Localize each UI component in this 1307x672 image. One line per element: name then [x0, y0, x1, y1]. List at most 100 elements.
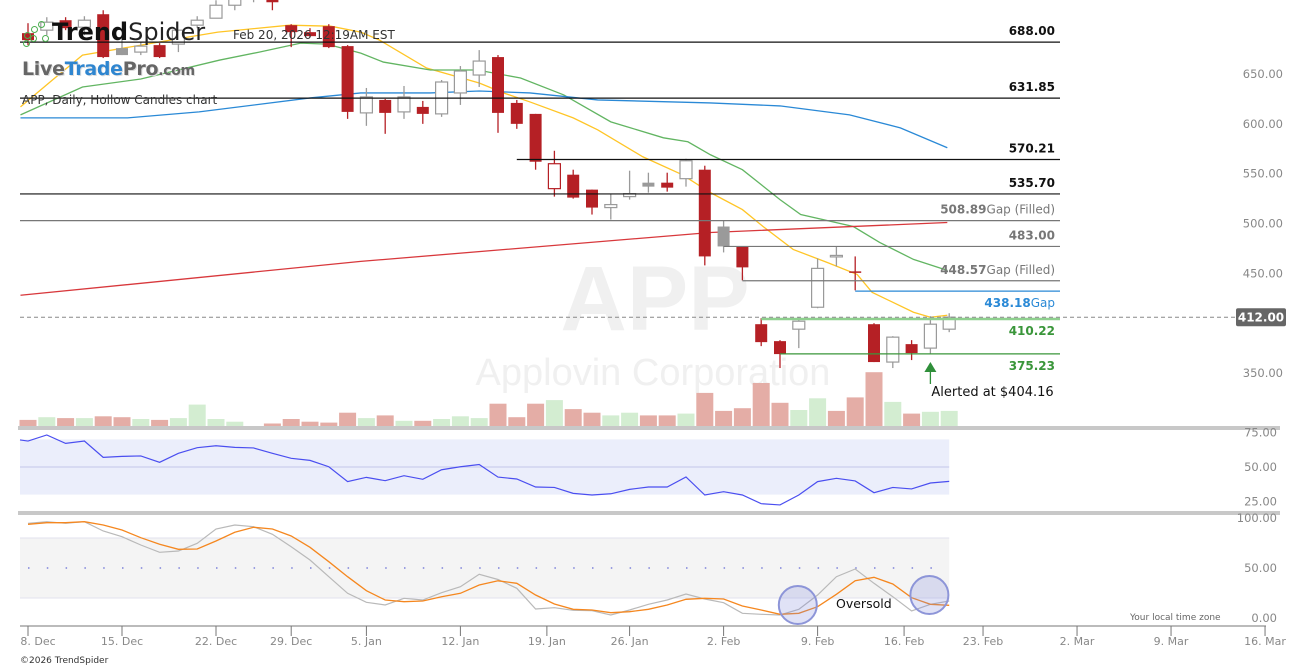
- volume-bar: [527, 403, 545, 428]
- stochastic-panel[interactable]: Oversold 100.00 50.00 0.00: [20, 511, 1277, 625]
- candle-body: [134, 45, 148, 53]
- volume-bar: [809, 398, 827, 428]
- price-axis-label: 550.00: [1243, 167, 1283, 181]
- level-value: 448.57: [940, 263, 986, 277]
- time-axis[interactable]: 8. Dec 15. Dec 22. Dec 29. Dec 5. Jan 12. Jan…: [20, 625, 1286, 648]
- volume-bar: [733, 408, 751, 428]
- time-axis-label: 2. Feb: [707, 635, 740, 648]
- candle-body: [698, 169, 711, 257]
- candle-body: [868, 324, 880, 363]
- volume-bar: [827, 410, 845, 428]
- volume-bar: [846, 397, 864, 428]
- brand-bold: Trend: [52, 18, 129, 46]
- time-axis-label: 26. Jan: [611, 635, 649, 648]
- volume-bar: [470, 418, 488, 428]
- volume-bar: [38, 417, 56, 428]
- price-panel[interactable]: 688.00 631.85 570.21 535.70 508.89Gap (Fille…: [18, 0, 1286, 430]
- volume-bar: [94, 416, 112, 428]
- volume-bar: [57, 418, 75, 428]
- site-part-pro: Pro: [122, 58, 159, 80]
- candle-body: [829, 254, 844, 258]
- candle-body: [661, 182, 674, 188]
- candle-body: [810, 267, 825, 308]
- level-label: 483.00: [1009, 228, 1055, 242]
- level-label: 438.18Gap: [984, 296, 1055, 310]
- level-value: 438.18: [984, 296, 1030, 310]
- alert-label: Alerted at $404.16: [931, 385, 1053, 400]
- level-label: 631.85: [1009, 80, 1055, 94]
- level-value: 631.85: [1009, 80, 1055, 94]
- volume-bar: [188, 404, 206, 428]
- level-value: 570.21: [1009, 142, 1055, 156]
- candle-body: [97, 14, 110, 58]
- livetradepro-watermark: LiveTradePro.com: [22, 58, 195, 80]
- volume-bar: [414, 420, 432, 428]
- volume-bar: [564, 409, 582, 428]
- candle-body: [379, 99, 392, 113]
- candle-body: [717, 226, 730, 247]
- last-price-tag: [1236, 308, 1286, 327]
- moving-average-ma_mid: [20, 42, 948, 271]
- stoch-axis-label: 100.00: [1237, 511, 1277, 525]
- volume-bar: [639, 415, 657, 428]
- time-axis-label: 15. Dec: [101, 635, 143, 648]
- volume-bar: [865, 372, 883, 428]
- level-value: 535.70: [1009, 176, 1055, 190]
- candle-body: [849, 271, 862, 273]
- volume-bar: [677, 413, 695, 428]
- candle-body: [547, 163, 562, 190]
- volume-bar: [263, 423, 281, 428]
- level-label: 375.23: [1009, 359, 1055, 373]
- time-axis-label: 12. Jan: [441, 635, 479, 648]
- oversold-marker: [777, 585, 818, 625]
- candle-body: [341, 46, 354, 112]
- time-axis-label: 8. Dec: [20, 635, 55, 648]
- rsi-axis-label: 75.00: [1244, 426, 1277, 440]
- chart-timestamp: Feb 20, 2026 12:19AM EST: [233, 28, 395, 42]
- candle-body: [416, 106, 429, 114]
- candle-body: [209, 4, 223, 19]
- trendspider-logo: Trend Spider: [22, 18, 206, 47]
- volume-bar: [658, 415, 676, 428]
- level-label: 535.70: [1009, 176, 1055, 190]
- volume-bar: [489, 403, 507, 428]
- brand-light: Spider: [128, 18, 206, 46]
- candle-body: [586, 189, 598, 208]
- chart-subtitle: APP, Daily, Hollow Candles chart: [22, 93, 218, 107]
- level-value: 688.00: [1009, 24, 1055, 38]
- volume-bar: [320, 422, 338, 428]
- volume-bar: [621, 412, 639, 428]
- time-axis-label: 2. Mar: [1060, 635, 1095, 648]
- site-part-com: .com: [158, 63, 195, 79]
- price-axis-label: 350.00: [1243, 366, 1283, 380]
- level-label: 508.89Gap (Filled): [940, 203, 1055, 217]
- volume-bar: [207, 419, 225, 428]
- timezone-note[interactable]: Your local time zone: [1130, 613, 1221, 623]
- volume-bar: [339, 412, 357, 428]
- rsi-panel[interactable]: 75.00 50.00 25.00: [18, 426, 1280, 516]
- time-axis-label: 9. Mar: [1154, 635, 1189, 648]
- time-axis-label: 5. Jan: [351, 635, 382, 648]
- volume-bar: [301, 421, 319, 428]
- volume-bar: [903, 413, 921, 428]
- candle-body: [942, 316, 956, 330]
- volume-bar: [771, 402, 789, 428]
- copyright: ©2026 TrendSpider: [20, 656, 109, 666]
- candle-body: [905, 344, 918, 354]
- candle-body: [886, 336, 900, 363]
- volume-bar: [884, 401, 902, 428]
- volume-bar: [282, 419, 300, 428]
- time-axis-label: 16. Feb: [884, 635, 924, 648]
- candle-body: [59, 20, 72, 29]
- time-axis-label: 22. Dec: [195, 635, 237, 648]
- panel-separator: [18, 426, 1280, 430]
- volume-bar: [75, 418, 93, 428]
- level-suffix: Gap (Filled): [987, 203, 1055, 217]
- level-value: 410.22: [1009, 324, 1055, 338]
- candle-body: [492, 57, 504, 113]
- stoch-axis-label: 0.00: [1251, 611, 1277, 625]
- volume-bar: [19, 419, 37, 428]
- volume-bar: [921, 411, 939, 428]
- volume-bar: [451, 416, 469, 428]
